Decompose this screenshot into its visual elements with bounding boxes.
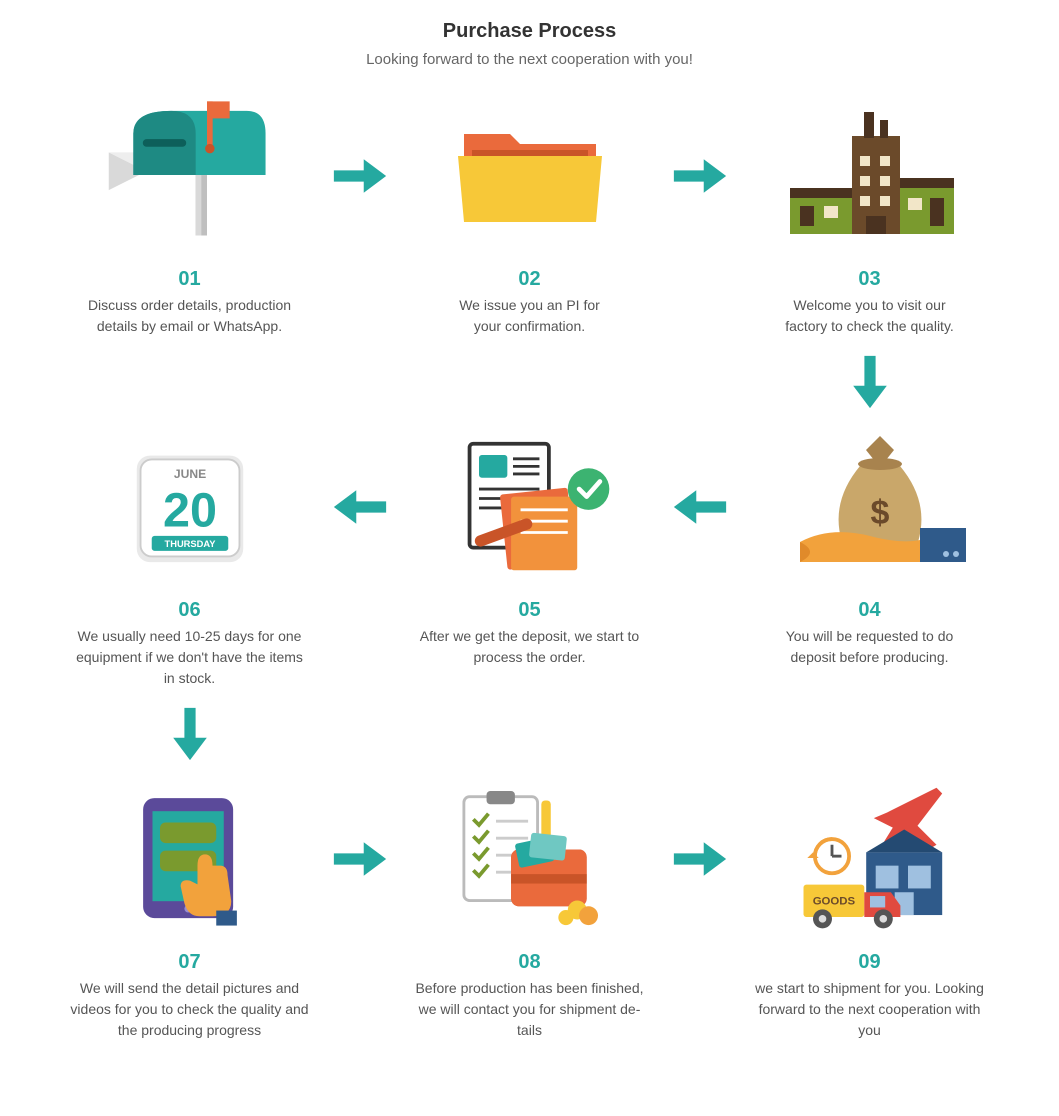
step-number: 01 xyxy=(68,268,312,291)
step-desc: We will send the detail pictures and vid… xyxy=(68,978,312,1041)
money-bag-icon: $ xyxy=(748,427,992,587)
step-desc: Discuss order details, production detail… xyxy=(68,295,312,337)
step-05: 05 After we get the deposit, we start to… xyxy=(400,427,660,668)
step-desc: we start to shipment for you. Looking fo… xyxy=(748,978,992,1041)
step-04: $ 04 You will be requested to do deposit… xyxy=(740,427,1000,668)
svg-text:$: $ xyxy=(870,494,889,532)
step-07: 07 We will send the detail pictures and … xyxy=(60,779,320,1041)
checklist-wallet-icon xyxy=(408,779,652,939)
tablet-touch-icon xyxy=(68,779,312,939)
arrow-left-icon xyxy=(660,427,740,587)
step-number: 05 xyxy=(408,599,652,622)
step-number: 08 xyxy=(408,951,652,974)
step-number: 06 xyxy=(68,599,312,622)
page-title: Purchase Process xyxy=(0,20,1059,43)
step-desc: You will be requested to do deposit befo… xyxy=(748,626,992,668)
arrow-left-icon xyxy=(320,427,400,587)
step-number: 03 xyxy=(748,268,992,291)
step-01: 01 Discuss order details, production det… xyxy=(60,96,320,337)
page-subtitle: Looking forward to the next cooperation … xyxy=(0,51,1059,68)
step-desc: We issue you an PI for your confirmation… xyxy=(408,295,652,337)
svg-text:20: 20 xyxy=(163,484,217,538)
svg-text:THURSDAY: THURSDAY xyxy=(164,539,216,549)
arrow-right-icon xyxy=(660,96,740,256)
svg-text:GOODS: GOODS xyxy=(812,896,855,908)
calendar-icon: JUNE 20 THURSDAY xyxy=(68,427,312,587)
step-desc: After we get the deposit, we start to pr… xyxy=(408,626,652,668)
header: Purchase Process Looking forward to the … xyxy=(0,20,1059,68)
step-03: 03 Welcome you to visit our factory to c… xyxy=(740,96,1000,337)
process-grid: 01 Discuss order details, production det… xyxy=(0,96,1059,1041)
step-number: 09 xyxy=(748,951,992,974)
arrow-down-icon xyxy=(60,689,320,779)
step-number: 04 xyxy=(748,599,992,622)
step-02: 02 We issue you an PI for your confirmat… xyxy=(400,96,660,337)
arrow-right-icon xyxy=(660,779,740,939)
svg-text:JUNE: JUNE xyxy=(173,467,205,481)
factory-icon xyxy=(748,96,992,256)
arrow-right-icon xyxy=(320,779,400,939)
step-desc: We usually need 10-25 days for one equip… xyxy=(68,626,312,689)
step-number: 07 xyxy=(68,951,312,974)
step-desc: Before production has been finished, we … xyxy=(408,978,652,1041)
step-desc: Welcome you to visit our factory to chec… xyxy=(748,295,992,337)
mailbox-icon xyxy=(68,96,312,256)
arrow-down-icon xyxy=(740,337,1000,427)
step-number: 02 xyxy=(408,268,652,291)
document-check-icon xyxy=(408,427,652,587)
step-09: GOODS 09 we start to shipment for you. L… xyxy=(740,779,1000,1041)
step-08: 08 Before production has been finished, … xyxy=(400,779,660,1041)
arrow-right-icon xyxy=(320,96,400,256)
shipment-icon: GOODS xyxy=(748,779,992,939)
folder-icon xyxy=(408,96,652,256)
step-06: JUNE 20 THURSDAY 06 We usually need 10-2… xyxy=(60,427,320,689)
